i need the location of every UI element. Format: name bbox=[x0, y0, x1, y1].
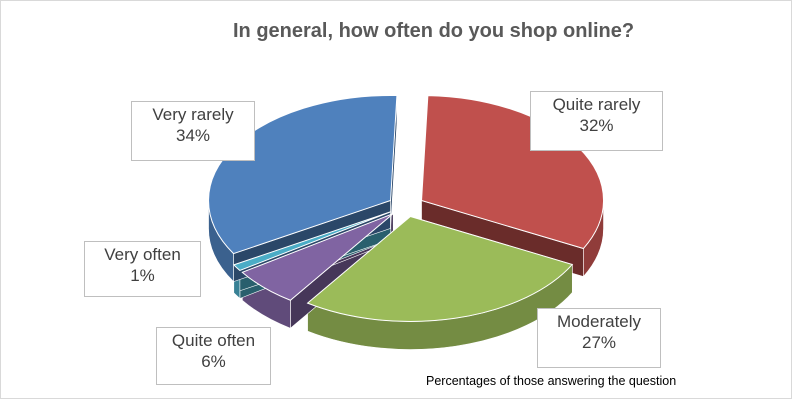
data-label-value: 1% bbox=[130, 266, 155, 285]
pie-slice-moderately bbox=[306, 215, 574, 322]
data-label-value: 6% bbox=[201, 352, 226, 371]
data-label-name: Quite often bbox=[171, 331, 256, 350]
data-label-value: 32% bbox=[579, 116, 614, 135]
data-label-name: Very rarely bbox=[152, 105, 234, 124]
data-label-value: 27% bbox=[581, 333, 617, 352]
data-label-quite-often: Quite often 6% bbox=[156, 327, 271, 385]
data-label-name: Moderately bbox=[556, 312, 642, 331]
data-label-name: Quite rarely bbox=[552, 95, 641, 114]
data-label-moderately: Moderately 27% bbox=[537, 308, 661, 368]
pie-slice-quite-often bbox=[241, 213, 394, 301]
data-label-very-rarely: Very rarely 34% bbox=[131, 101, 255, 161]
data-label-name: Very often bbox=[104, 245, 181, 264]
chart-footnote: Percentages of those answering the quest… bbox=[426, 374, 677, 388]
pie-slice-very-often bbox=[232, 211, 391, 272]
chart-title: In general, how often do you shop online… bbox=[233, 20, 635, 42]
data-label-very-often: Very often 1% bbox=[84, 241, 201, 297]
data-label-value: 34% bbox=[175, 126, 211, 145]
data-label-quite-rarely: Quite rarely 32% bbox=[530, 91, 663, 151]
